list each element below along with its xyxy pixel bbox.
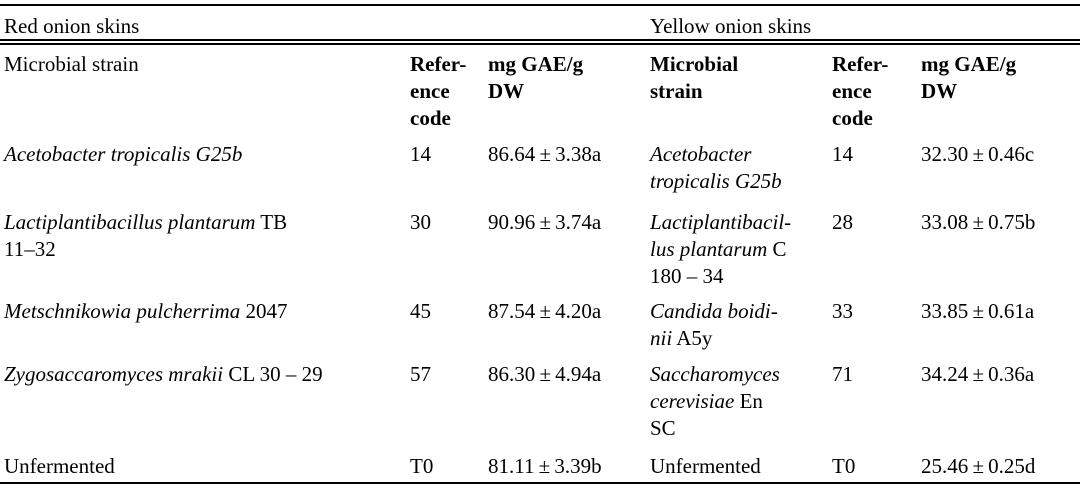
value-cell: 87.54 ± 4.20a [488,299,602,323]
value-cell: 81.11 ± 3.39b [488,454,602,478]
reference-code-cell: 57 [410,362,431,386]
reference-code-cell: T0 [832,454,856,478]
strain-cell: Acetobacter tropicalis G25b [650,142,782,193]
strain-cell: Candida boidi-nii A5y [650,299,778,350]
reference-code-cell: 30 [410,210,431,234]
reference-code-cell: T0 [410,454,434,478]
table-top-rule [0,4,1080,6]
col-header-strain-red: Microbial strain [4,52,139,76]
col-header-strain-yellow: Microbial strain [650,52,739,103]
value-cell: 32.30 ± 0.46c [921,142,1035,166]
strain-cell: Lactiplantibacillus plantarum TB 11–32 [4,210,288,261]
strain-cell: Acetobacter tropicalis G25b [4,142,243,166]
reference-code-cell: 45 [410,299,431,323]
col-header-value-yellow: mg GAE/g DW [921,52,1017,103]
reference-code-cell: 14 [832,142,853,166]
header-top-rule [0,43,1080,45]
value-cell: 86.30 ± 4.94a [488,362,602,386]
reference-code-cell: 33 [832,299,853,323]
section-title-yellow: Yellow onion skins [650,14,812,38]
strain-cell: Lactiplantibacil-lus plantarum C 180 – 34 [650,210,792,288]
col-header-value-red: mg GAE/g DW [488,52,584,103]
value-cell: 25.46 ± 0.25d [921,454,1036,478]
value-cell: 33.85 ± 0.61a [921,299,1035,323]
reference-code-cell: 28 [832,210,853,234]
spanner-bottom-rule [0,39,1080,41]
table-bottom-rule [0,482,1080,484]
strain-cell: Zygosaccaromyces mrakii CL 30 – 29 [4,362,323,386]
value-cell: 33.08 ± 0.75b [921,210,1036,234]
strain-cell: Metschnikowia pulcherrima 2047 [4,299,288,323]
reference-code-cell: 71 [832,362,853,386]
strain-cell: Saccharomyces cerevisiae En SC [650,362,780,440]
col-header-ref-yellow: Refer-ence code [832,52,889,130]
reference-code-cell: 14 [410,142,431,166]
strain-cell: Unfermented [650,454,761,478]
section-title-red: Red onion skins [4,14,140,38]
col-header-ref-red: Refer-ence code [410,52,467,130]
value-cell: 90.96 ± 3.74a [488,210,602,234]
value-cell: 86.64 ± 3.38a [488,142,602,166]
value-cell: 34.24 ± 0.36a [921,362,1035,386]
strain-cell: Unfermented [4,454,115,478]
